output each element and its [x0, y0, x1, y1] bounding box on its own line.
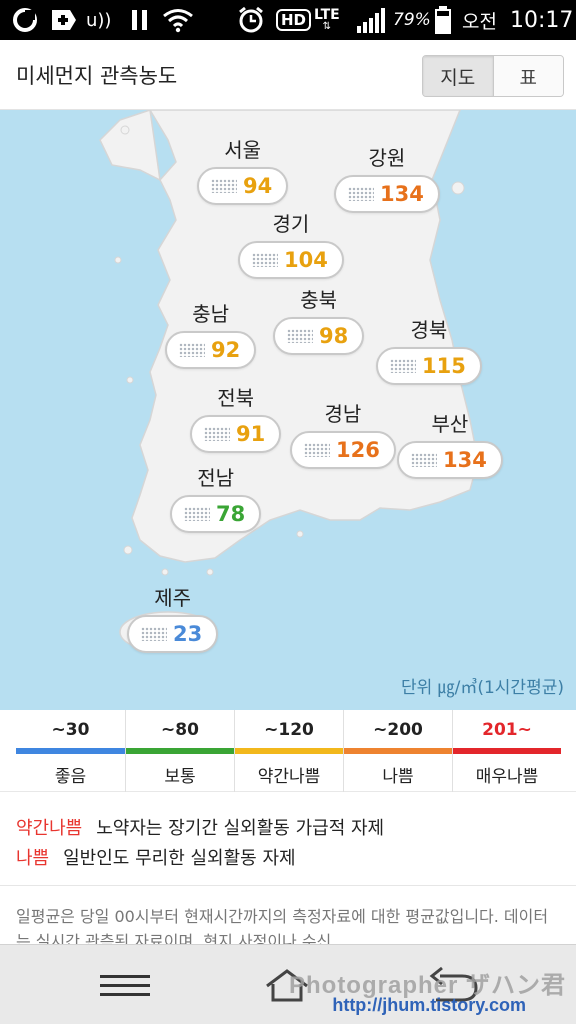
dust-icon	[348, 187, 374, 201]
unit-note: 단위 ㎍/㎥(1시간평균)	[400, 678, 564, 698]
pm-value-badge: 98	[273, 317, 365, 355]
region-name: 전북	[217, 386, 255, 410]
region-name: 강원	[368, 146, 406, 170]
region-jeonnam[interactable]: 전남 78	[170, 462, 262, 533]
pm-value-badge: 104	[238, 241, 344, 279]
region-name: 경북	[410, 318, 448, 342]
advisory-notes: 약간나쁨 노약자는 장기간 실외활동 가급적 자제 나쁨 일반인도 무리한 실외활동…	[0, 800, 576, 880]
home-icon[interactable]	[252, 961, 322, 1011]
legend: ~30 좋음 ~80 보통 ~120 약간나쁨 ~200 나쁨 201~ 매우나…	[0, 710, 576, 792]
lte-icon: LTE ⇅	[314, 7, 340, 32]
page-title: 미세먼지 관측농도	[16, 64, 178, 88]
region-gyeonggi[interactable]: 경기 104	[238, 208, 344, 279]
region-busan[interactable]: 부산 134	[397, 408, 503, 479]
hd-voice-icon: HD	[276, 0, 312, 40]
view-toggle: 지도 표	[422, 55, 564, 97]
fine-dust-map: 서울 94 강원 134 경기 104 충북 98	[0, 110, 576, 710]
dust-icon	[287, 329, 313, 343]
legend-normal: ~80 보통	[125, 710, 234, 792]
region-name: 부산	[431, 412, 469, 436]
navigation-bar: Photographer ザハン君 http://jhum.tistory.co…	[0, 944, 576, 1024]
dust-icon	[141, 627, 167, 641]
description: 일평균은 당일 00시부터 현재시간까지의 측정자료에 대한 평균값입니다. 데…	[0, 885, 576, 949]
legend-bad: ~200 나쁨	[343, 710, 452, 792]
menu-icon[interactable]	[90, 961, 160, 1011]
dust-icon	[179, 343, 205, 357]
pm-value-badge: 23	[127, 615, 219, 653]
pm-value-badge: 78	[170, 495, 262, 533]
dust-icon	[304, 443, 330, 457]
legend-slightly-bad: ~120 약간나쁨	[234, 710, 343, 792]
advisory-bad: 나쁨 일반인도 무리한 실외활동 자제	[16, 848, 296, 869]
region-name: 서울	[224, 138, 262, 162]
region-name: 전남	[197, 466, 235, 490]
region-chungnam[interactable]: 충남 92	[165, 298, 257, 369]
pm-value-badge: 94	[197, 167, 289, 205]
status-bar: u)) HD LTE ⇅ 79% 오전 10:17	[0, 0, 576, 40]
region-jeonbuk[interactable]: 전북 91	[190, 382, 282, 453]
region-gangwon[interactable]: 강원 134	[334, 142, 440, 213]
tab-table[interactable]: 표	[493, 56, 563, 96]
battery-icon	[434, 0, 452, 40]
legend-bar	[16, 748, 125, 754]
header: 미세먼지 관측농도 지도 표	[0, 40, 576, 110]
dust-icon	[204, 427, 230, 441]
legend-bar	[235, 748, 343, 754]
pm-value-badge: 91	[190, 415, 282, 453]
region-name: 충북	[300, 288, 338, 312]
legend-bar	[344, 748, 452, 754]
wifi-icon	[162, 0, 194, 40]
region-seoul[interactable]: 서울 94	[197, 134, 289, 205]
clock: 10:17	[510, 7, 574, 33]
pm-value-badge: 134	[397, 441, 503, 479]
pause-icon	[130, 0, 150, 40]
region-gyeongnam[interactable]: 경남 126	[290, 398, 396, 469]
dust-icon	[252, 253, 278, 267]
ollehTV-icon	[12, 0, 38, 40]
pm-value-badge: 126	[290, 431, 396, 469]
alarm-icon	[236, 0, 266, 40]
photographer-watermark: Photographer ザハン君	[288, 972, 566, 999]
region-chungbuk[interactable]: 충북 98	[273, 284, 365, 355]
region-name: 충남	[192, 302, 230, 326]
pm-value-badge: 115	[376, 347, 482, 385]
region-name: 제주	[154, 586, 192, 610]
advisory-slightly-bad: 약간나쁨 노약자는 장기간 실외활동 가급적 자제	[16, 818, 385, 839]
ampm-label: 오전	[462, 10, 497, 33]
back-icon[interactable]	[418, 961, 488, 1011]
dust-icon	[184, 507, 210, 521]
legend-very-bad: 201~ 매우나쁨	[452, 710, 561, 792]
pm-value-badge: 92	[165, 331, 257, 369]
battery-percent: 79%	[393, 10, 431, 30]
signal-icon	[356, 0, 390, 40]
legend-bar	[126, 748, 234, 754]
dust-icon	[390, 359, 416, 373]
nfc-icon: u))	[86, 9, 112, 31]
url-watermark: http://jhum.tistory.com	[332, 995, 526, 1015]
dust-icon	[211, 179, 237, 193]
region-jeju[interactable]: 제주 23	[127, 582, 219, 653]
medical-plus-icon	[48, 0, 78, 40]
region-name: 경기	[272, 212, 310, 236]
dust-icon	[411, 453, 437, 467]
region-gyeongbuk[interactable]: 경북 115	[376, 314, 482, 385]
legend-bar	[453, 748, 561, 754]
legend-good: ~30 좋음	[16, 710, 125, 792]
pm-value-badge: 134	[334, 175, 440, 213]
region-name: 경남	[324, 402, 362, 426]
tab-map[interactable]: 지도	[423, 56, 494, 96]
